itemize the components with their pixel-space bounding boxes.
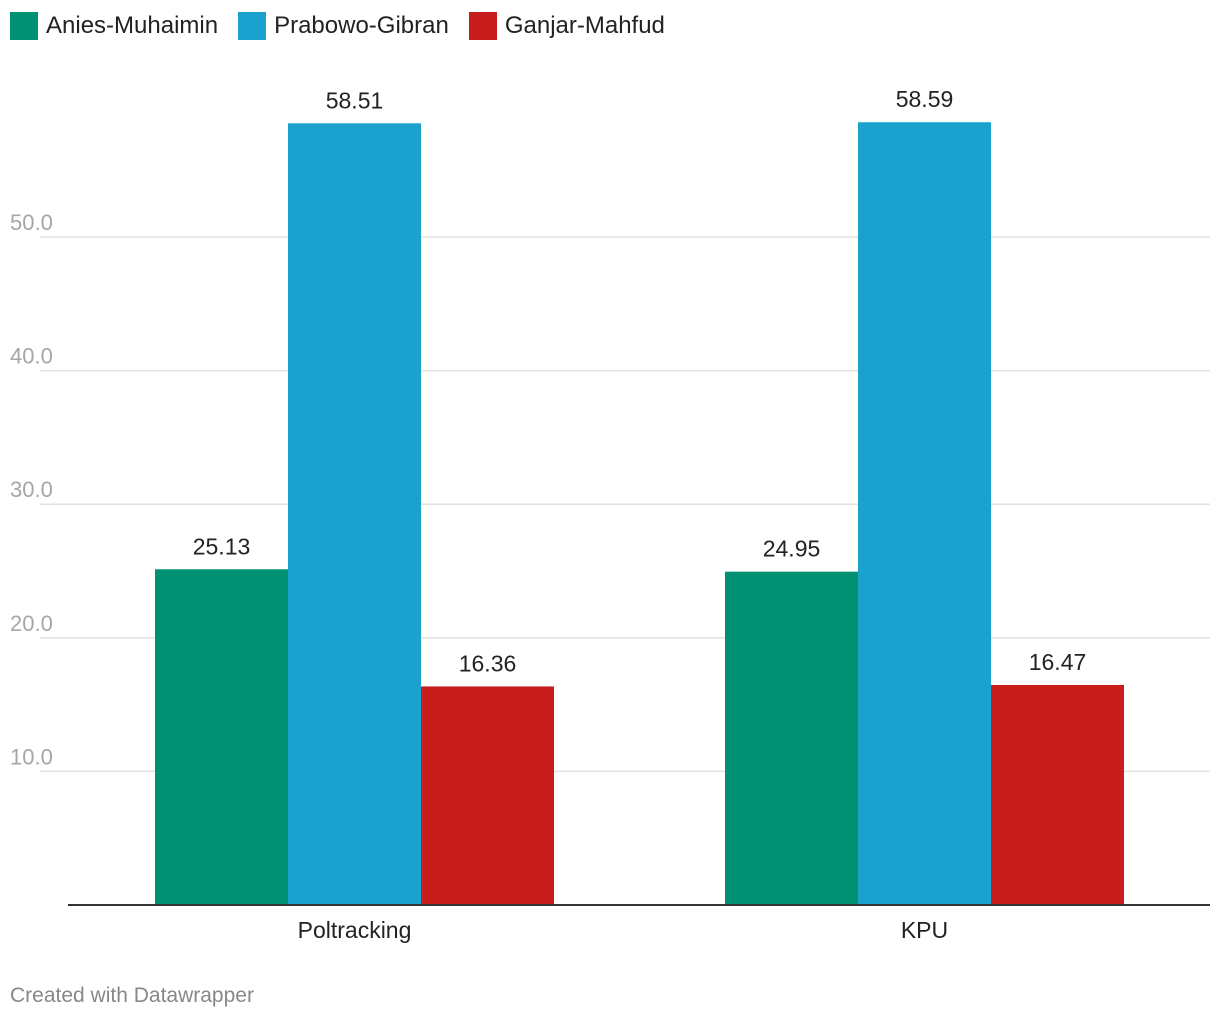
bar — [288, 123, 421, 905]
legend-swatch-anies-muhaimin — [10, 12, 38, 40]
legend-label-ganjar-mahfud: Ganjar-Mahfud — [504, 12, 665, 39]
y-tick-label: 50.0 — [10, 210, 53, 235]
x-tick-label: Poltracking — [298, 917, 412, 943]
legend-item-ganjar-mahfud: Ganjar-Mahfud — [468, 12, 665, 40]
bar-value-label: 25.13 — [193, 533, 251, 559]
bar — [421, 686, 554, 905]
legend-label-anies-muhaimin: Anies-Muhaimin — [46, 12, 219, 39]
bar-value-label: 58.59 — [896, 86, 954, 112]
footer-credit: Created with Datawrapper — [10, 984, 254, 1007]
y-tick-label: 10.0 — [10, 744, 53, 769]
y-tick-label: 30.0 — [10, 477, 53, 502]
bar-value-label: 24.95 — [763, 536, 821, 562]
bar — [155, 569, 288, 905]
legend: Anies-Muhaimin Prabowo-Gibran Ganjar-Mah… — [10, 12, 665, 40]
legend-swatch-prabowo-gibran — [238, 12, 267, 40]
y-tick-label: 40.0 — [10, 344, 53, 369]
legend-swatch-ganjar-mahfud — [468, 12, 497, 40]
bar-value-label: 16.47 — [1029, 649, 1087, 675]
legend-item-anies-muhaimin: Anies-Muhaimin — [10, 12, 218, 40]
bar — [858, 122, 991, 905]
x-tick-label: KPU — [901, 917, 948, 943]
bar — [991, 684, 1124, 905]
bar-chart: 10.0 20.0 30.0 40.0 50.0 25.13 58.51 16.36 Poltr… — [10, 86, 1210, 943]
bar-value-label: 16.36 — [459, 650, 517, 676]
legend-label-prabowo-gibran: Prabowo-Gibran — [274, 12, 449, 39]
bar-value-label: 58.51 — [326, 87, 384, 113]
y-tick-label: 20.0 — [10, 611, 53, 636]
bar — [725, 571, 858, 905]
legend-item-prabowo-gibran: Prabowo-Gibran — [238, 12, 449, 40]
